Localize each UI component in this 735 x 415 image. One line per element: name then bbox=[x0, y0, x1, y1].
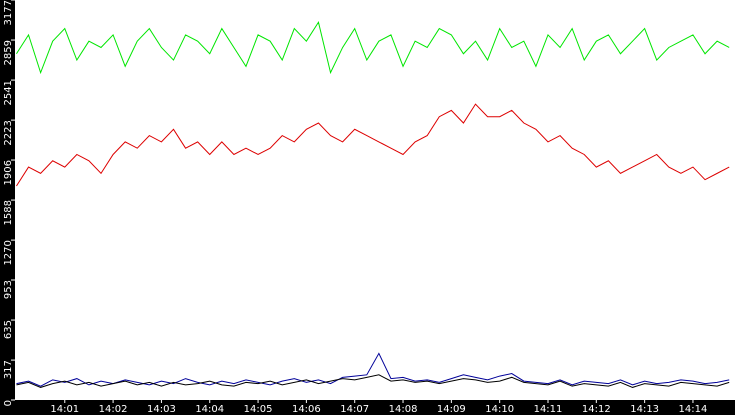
y-tick-label: 1270 bbox=[3, 240, 14, 265]
y-tick-label: 317 bbox=[3, 360, 14, 379]
y-axis-strip bbox=[0, 0, 15, 415]
x-tick-label: 14:07 bbox=[340, 404, 369, 415]
x-tick-label: 14:14 bbox=[679, 404, 708, 415]
series-line bbox=[16, 21, 730, 75]
y-tick-label: 0 bbox=[3, 400, 14, 406]
x-tick-label: 14:08 bbox=[389, 404, 418, 415]
x-tick-label: 14:05 bbox=[244, 404, 273, 415]
x-tick-label: 14:03 bbox=[147, 404, 176, 415]
x-tick-label: 14:06 bbox=[292, 404, 321, 415]
y-tick-label: 2859 bbox=[3, 40, 14, 65]
y-tick-label: 2541 bbox=[3, 80, 14, 105]
x-tick-label: 14:01 bbox=[50, 404, 79, 415]
series-line bbox=[16, 103, 730, 187]
series-line bbox=[16, 352, 730, 387]
x-tick-label: 14:12 bbox=[582, 404, 611, 415]
x-tick-label: 14:02 bbox=[99, 404, 128, 415]
y-tick-label: 3177 bbox=[3, 0, 14, 25]
x-tick-label: 14:10 bbox=[485, 404, 514, 415]
x-tick-label: 14:11 bbox=[534, 404, 563, 415]
x-tick-label: 14:04 bbox=[195, 404, 224, 415]
x-tick-label: 14:09 bbox=[437, 404, 466, 415]
y-tick-label: 1588 bbox=[3, 200, 14, 225]
series-line bbox=[16, 374, 730, 388]
x-axis-strip bbox=[0, 400, 735, 415]
y-tick-label: 953 bbox=[3, 280, 14, 299]
y-tick-label: 2223 bbox=[3, 120, 14, 145]
y-tick-label: 635 bbox=[3, 320, 14, 339]
x-tick-label: 14:13 bbox=[630, 404, 659, 415]
y-tick-label: 1906 bbox=[3, 160, 14, 185]
